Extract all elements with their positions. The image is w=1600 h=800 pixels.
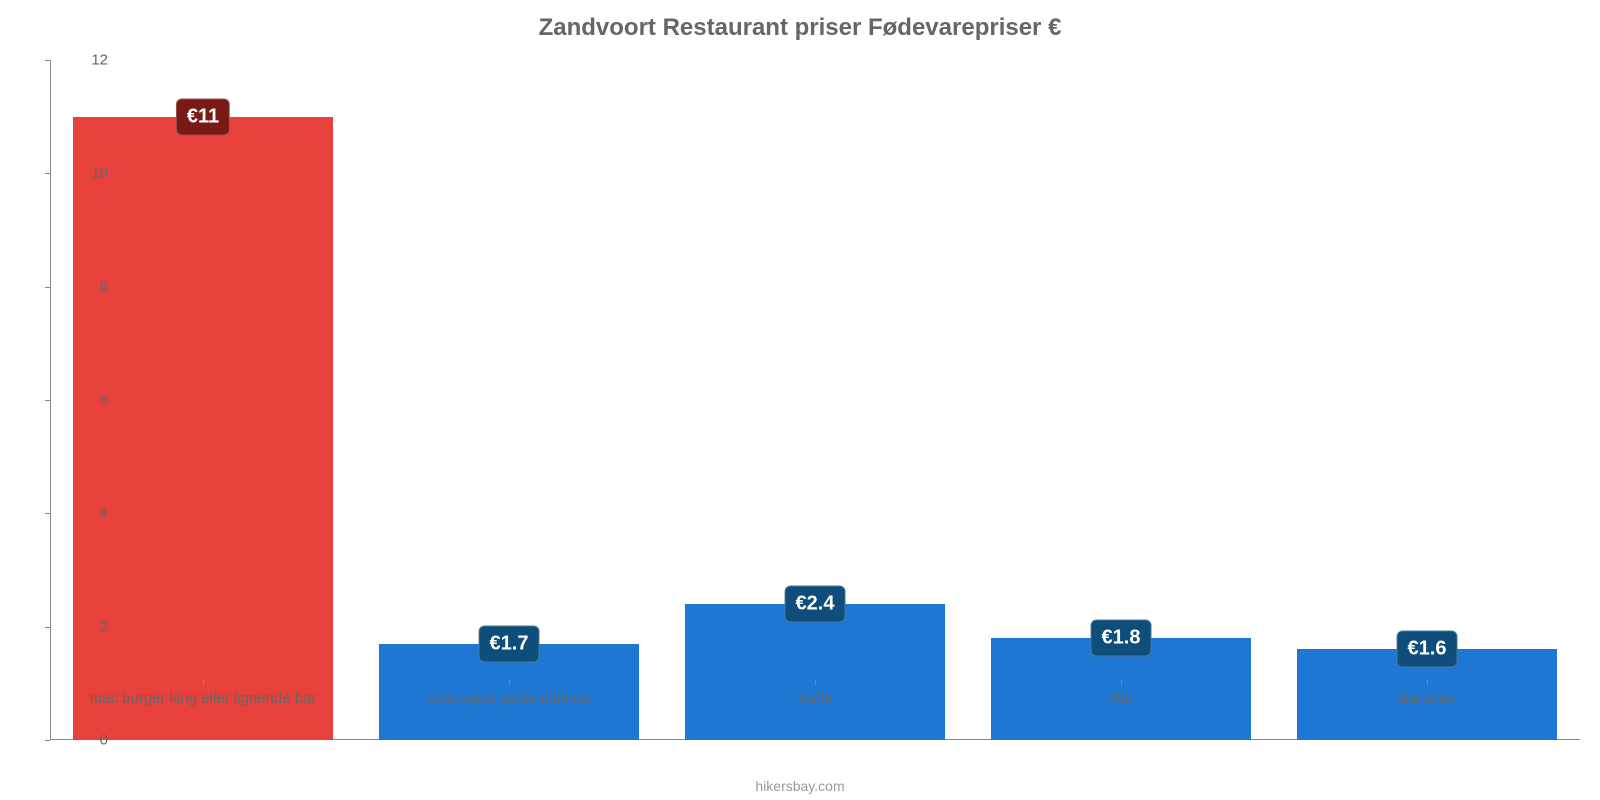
chart-title: Zandvoort Restaurant priser Fødevarepris… — [0, 14, 1600, 42]
plot-area: €11 €1.7 €2.4 €1.8 €1.6 — [50, 60, 1580, 740]
xtick-mark — [815, 680, 816, 685]
bar-value-label: €1.6 — [1397, 631, 1458, 668]
ytick-label: 8 — [100, 278, 108, 295]
xtick-mark — [1427, 680, 1428, 685]
chart-container: Zandvoort Restaurant priser Fødevarepris… — [0, 0, 1600, 800]
ytick-mark — [45, 400, 50, 401]
ytick-label: 0 — [100, 732, 108, 749]
ytick-label: 4 — [100, 505, 108, 522]
bar — [73, 117, 333, 740]
xtick-mark — [203, 680, 204, 685]
xtick-label: Bananer — [1399, 690, 1456, 707]
ytick-mark — [45, 60, 50, 61]
ytick-label: 6 — [100, 392, 108, 409]
bar-value-label: €2.4 — [785, 586, 846, 623]
xtick-label: Kaffe — [798, 690, 833, 707]
ytick-mark — [45, 173, 50, 174]
ytick-mark — [45, 513, 50, 514]
xtick-mark — [1121, 680, 1122, 685]
xtick-label: mac burger king eller lignende bar — [90, 690, 317, 707]
bars-layer: €11 €1.7 €2.4 €1.8 €1.6 — [50, 60, 1580, 740]
bar-value-label: €1.8 — [1091, 620, 1152, 657]
ytick-label: 10 — [91, 165, 108, 182]
xtick-label: cola pepsi sprite mirinda — [428, 690, 590, 707]
attribution: hikersbay.com — [0, 778, 1600, 794]
ytick-mark — [45, 740, 50, 741]
ytick-mark — [45, 627, 50, 628]
bar-value-label: €11 — [176, 98, 230, 135]
ytick-mark — [45, 287, 50, 288]
ytick-label: 2 — [100, 618, 108, 635]
ytick-label: 12 — [91, 52, 108, 69]
bar-value-label: €1.7 — [479, 625, 540, 662]
xtick-mark — [509, 680, 510, 685]
xtick-label: Ris — [1110, 690, 1132, 707]
bar — [685, 604, 945, 740]
